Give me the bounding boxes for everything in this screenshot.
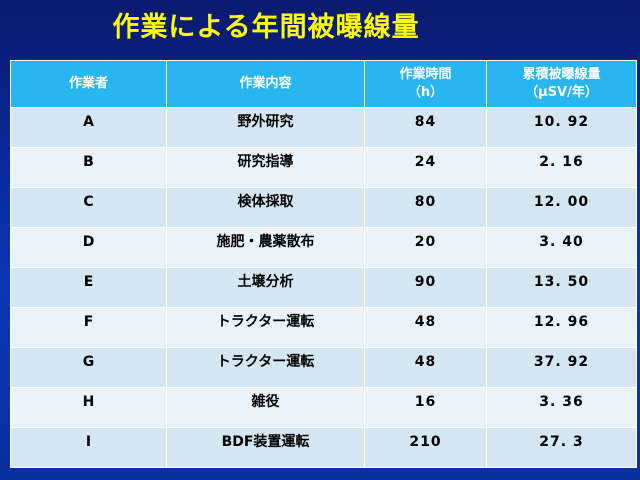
table-row: C 検体採取 80 12. 00 [10,187,637,228]
table-header-row: 作業者 作業内容 作業時間 （h） 累積被曝線量 （μSV/年） [10,60,637,108]
dose-cell: 12. 96 [486,307,637,348]
header-dose: 累積被曝線量 （μSV/年） [486,60,637,108]
dose-cell: 3. 36 [486,387,637,428]
task-cell: 施肥・農薬散布 [166,227,365,268]
task-cell: 雑役 [166,387,365,428]
header-hours: 作業時間 （h） [364,60,487,108]
hours-cell: 24 [364,147,487,188]
hours-cell: 84 [364,107,487,148]
worker-cell: C [10,187,167,228]
dose-cell: 27. 3 [486,427,637,468]
dose-cell: 3. 40 [486,227,637,268]
dose-cell: 12. 00 [486,187,637,228]
worker-cell: D [10,227,167,268]
worker-cell: E [10,267,167,308]
task-cell: BDF装置運転 [166,427,365,468]
hours-cell: 80 [364,187,487,228]
hours-cell: 48 [364,347,487,388]
task-cell: トラクター運転 [166,307,365,348]
dose-cell: 13. 50 [486,267,637,308]
header-task: 作業内容 [166,60,365,108]
dose-cell: 2. 16 [486,147,637,188]
dose-table-container: 作業者 作業内容 作業時間 （h） 累積被曝線量 （μSV/年） A 野外研究 [10,60,637,480]
hours-cell: 210 [364,427,487,468]
task-cell: 検体採取 [166,187,365,228]
task-cell: 研究指導 [166,147,365,188]
hours-cell: 90 [364,267,487,308]
dose-table: 作業者 作業内容 作業時間 （h） 累積被曝線量 （μSV/年） A 野外研究 [10,60,637,468]
worker-cell: G [10,347,167,388]
table-row: F トラクター運転 48 12. 96 [10,307,637,348]
table-row: B 研究指導 24 2. 16 [10,147,637,188]
dose-cell: 10. 92 [486,107,637,148]
table-row: E 土壌分析 90 13. 50 [10,267,637,308]
worker-cell: A [10,107,167,148]
table-row: H 雑役 16 3. 36 [10,387,637,428]
header-worker: 作業者 [10,60,167,108]
page-title: 作業による年間被曝線量 [112,12,420,43]
worker-cell: I [10,427,167,468]
hours-cell: 16 [364,387,487,428]
dose-cell: 37. 92 [486,347,637,388]
worker-cell: H [10,387,167,428]
table-row: G トラクター運転 48 37. 92 [10,347,637,388]
hours-cell: 48 [364,307,487,348]
worker-cell: F [10,307,167,348]
worker-cell: B [10,147,167,188]
table-row: A 野外研究 84 10. 92 [10,107,637,148]
task-cell: トラクター運転 [166,347,365,388]
task-cell: 野外研究 [166,107,365,148]
table-row: I BDF装置運転 210 27. 3 [10,427,637,468]
task-cell: 土壌分析 [166,267,365,308]
hours-cell: 20 [364,227,487,268]
table-row: D 施肥・農薬散布 20 3. 40 [10,227,637,268]
